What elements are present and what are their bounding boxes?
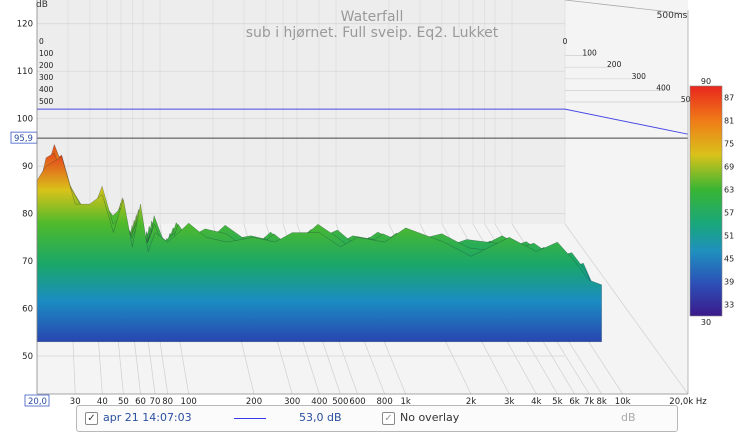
x-tick-label: 400: [311, 397, 327, 407]
colorbar-tick-label: 39: [724, 278, 734, 287]
time-span-label: 500ms: [657, 11, 688, 21]
colorbar-gradient: [689, 85, 723, 317]
time-tick-label-left: 400: [39, 85, 54, 94]
time-tick-label-right: 200: [607, 60, 622, 69]
series-color-swatch: [234, 418, 266, 419]
y-tick-label: 110: [17, 67, 33, 77]
reference-level-line: [37, 108, 689, 135]
x-tick-label: 5k: [552, 397, 562, 407]
colorbar-min-label: 30: [701, 318, 711, 327]
colorbar-tick-label: 45: [724, 255, 734, 264]
x-tick-label: 300: [284, 397, 300, 407]
x-min-box: [24, 394, 50, 407]
y-tick-label: 60: [22, 305, 33, 315]
time-tick-label-left: 200: [39, 61, 54, 70]
x-tick-label: 10k: [615, 397, 631, 407]
colorbar-tick-label: 87: [724, 94, 734, 103]
legend-bar: ✓ apr 21 14:07:03 53,0 dB ✓ No overlay d…: [76, 405, 678, 432]
x-tick-label: 7k: [584, 397, 594, 407]
series-level: 53,0 dB: [299, 411, 342, 424]
axes: 30 40 50 60 70 80 100 200 300 400 500 600 800 1k 2k 3k 4…: [17, 0, 707, 407]
y-tick-label: 50: [22, 352, 33, 362]
time-tick-label-left: 0: [39, 37, 44, 46]
time-tick-label-left: 300: [39, 73, 54, 82]
x-tick-label: 800: [377, 397, 393, 407]
series-checkbox[interactable]: ✓: [85, 412, 98, 425]
back-plane: [37, 0, 565, 224]
x-min-label: 20,0: [28, 397, 47, 407]
y-tick-label: 80: [22, 210, 33, 220]
time-tick-label-right: 400: [656, 83, 671, 92]
colorbar-tick-label: 33: [724, 301, 734, 310]
y-axis-unit: dB: [36, 0, 48, 10]
y-tick-label: 90: [22, 162, 33, 172]
time-tick-label-left: 500: [39, 97, 54, 106]
waterfall-surface: [36, 143, 602, 342]
time-tick-label-right: 300: [632, 72, 647, 81]
time-tick-label-right: 100: [582, 49, 597, 58]
colorbar-tick-label: 51: [724, 232, 734, 241]
x-tick-label: 2k: [466, 397, 476, 407]
colorbar: 90 30 87 81 75 69 63 57 51 45 39 33: [689, 77, 734, 327]
time-tick-label-left: 100: [39, 49, 54, 58]
legend-unit: dB: [621, 411, 636, 424]
x-tick-label: 8k: [596, 397, 606, 407]
x-tick-label: 100: [181, 397, 197, 407]
colorbar-max-label: 90: [701, 77, 711, 86]
x-tick-label: 80: [162, 397, 173, 407]
colorbar-tick-label: 69: [724, 163, 734, 172]
x-tick-label: 60: [135, 397, 146, 407]
x-tick-label: 6k: [569, 397, 579, 407]
x-tick-label: 50: [118, 397, 129, 407]
x-tick-label: 30: [70, 397, 81, 407]
x-tick-label: 3k: [504, 397, 514, 407]
series-date: apr 21 14:07:03: [103, 411, 192, 424]
x-tick-label: 1k: [401, 397, 411, 407]
overlay-label: No overlay: [400, 411, 460, 424]
x-grid-floor-line: [564, 223, 689, 395]
overlay-checkbox[interactable]: ✓: [382, 412, 395, 425]
y-tick-label: 70: [22, 257, 33, 267]
colorbar-tick-label: 57: [724, 209, 734, 218]
x-tick-label: 500: [332, 397, 348, 407]
colorbar-tick-label: 75: [724, 140, 734, 149]
top-edge-line: [564, 0, 689, 15]
x-tick-label: 40: [97, 397, 108, 407]
chart-title: Waterfall: [341, 9, 404, 25]
waterfall-slice: [36, 156, 602, 342]
colorbar-tick-label: 81: [724, 117, 734, 126]
colorbar-tick-label: 63: [724, 186, 734, 195]
x-tick-label: 600: [349, 397, 365, 407]
x-tick-label: 70: [150, 397, 161, 407]
x-tick-label: 4k: [531, 397, 541, 407]
y-tick-label: 100: [17, 115, 33, 125]
chart-subtitle: sub i hjørnet. Full sveip. Eq2. Lukket: [246, 25, 499, 41]
x-tick-label: 20,0k Hz: [669, 397, 707, 407]
time-tick-label-right: 0: [563, 37, 568, 46]
reference-lines: 95,9: [10, 108, 689, 144]
x-tick-label: 200: [246, 397, 262, 407]
cursor-level-label: 95,9: [14, 134, 33, 144]
y-tick-label: 120: [17, 20, 33, 30]
